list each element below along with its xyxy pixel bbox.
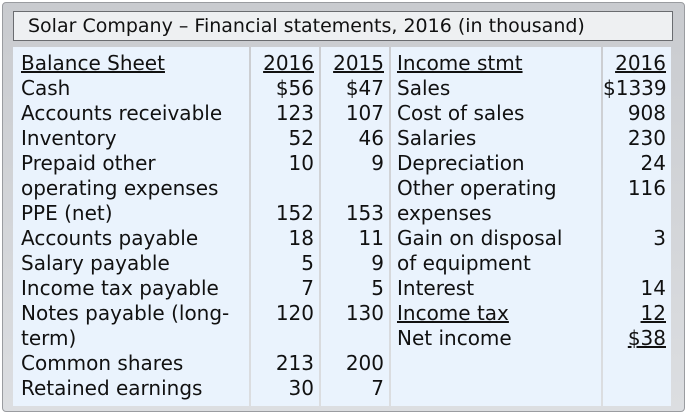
bs-2016-notes-payable: 120: [275, 301, 314, 325]
bs-label-salary-payable: Salary payable: [21, 251, 170, 275]
balance-sheet-labels-column: Balance Sheet Cash Accounts receivable I…: [13, 47, 249, 406]
bs-2016-cash: $56: [275, 76, 314, 100]
bs-2016-prepaid: 10: [288, 151, 314, 175]
bs-2015-ppe: 153: [345, 201, 384, 225]
bs-2015-common-shares: 200: [345, 351, 384, 375]
is-label-cost-of-sales: Cost of sales: [397, 101, 525, 125]
is-label-depreciation: Depreciation: [397, 151, 525, 175]
is-value-cost-of-sales: 908: [627, 101, 666, 125]
spacer: [321, 176, 384, 201]
bs-label-ppe: PPE (net): [21, 201, 113, 225]
bs-label-prepaid-2: operating expenses: [21, 176, 219, 200]
is-value-income-tax: 12: [640, 301, 666, 325]
bs-2016-income-tax-payable: 7: [301, 276, 314, 300]
bs-2015-income-tax-payable: 5: [371, 276, 384, 300]
is-2016-header: 2016: [615, 51, 666, 75]
bs-2016-accounts-receivable: 123: [275, 101, 314, 125]
bs-2016-header: 2016: [263, 51, 314, 75]
is-value-other-operating: 116: [627, 176, 666, 200]
bs-label-accounts-receivable: Accounts receivable: [21, 101, 223, 125]
is-label-other-operating-2: expenses: [397, 201, 492, 225]
is-value-net-income: $38: [627, 326, 666, 350]
bs-2015-accounts-receivable: 107: [345, 101, 384, 125]
balance-sheet-header: Balance Sheet: [21, 51, 165, 75]
income-statement-header: Income stmt: [397, 51, 523, 75]
panel-title: Solar Company – Financial statements, 20…: [13, 11, 673, 41]
spacer: [251, 176, 314, 201]
bs-label-prepaid-1: Prepaid other: [21, 151, 156, 175]
is-value-sales: $1339: [603, 76, 667, 100]
statement-panel: Solar Company – Financial statements, 20…: [2, 2, 685, 412]
spacer: [603, 201, 666, 226]
bs-2016-inventory: 52: [288, 126, 314, 150]
bs-label-income-tax-payable: Income tax payable: [21, 276, 219, 300]
is-value-depreciation: 24: [640, 151, 666, 175]
bs-2015-cash: $47: [345, 76, 384, 100]
bs-2015-notes-payable: 130: [345, 301, 384, 325]
is-label-other-operating-1: Other operating: [397, 176, 557, 200]
balance-sheet-2016-column: 2016 $56 123 52 10 152 18 5 7 120 213 30: [251, 47, 319, 406]
bs-label-retained-earnings: Retained earnings: [21, 376, 203, 400]
bs-2015-retained-earnings: 7: [371, 376, 384, 400]
is-label-gain-disposal-2: of equipment: [397, 251, 531, 275]
bs-2015-salary-payable: 9: [371, 251, 384, 275]
bs-label-notes-payable-2: term): [21, 326, 77, 350]
bs-label-cash: Cash: [21, 76, 71, 100]
spacer: [251, 326, 314, 351]
bs-2016-salary-payable: 5: [301, 251, 314, 275]
income-statement-labels-column: Income stmt Sales Cost of sales Salaries…: [391, 47, 601, 406]
bs-2015-header: 2015: [333, 51, 384, 75]
bs-2016-common-shares: 213: [275, 351, 314, 375]
balance-sheet-2015-column: 2015 $47 107 46 9 153 11 9 5 130 200 7: [321, 47, 389, 406]
is-label-gain-disposal-1: Gain on disposal: [397, 226, 563, 250]
bs-2016-ppe: 152: [275, 201, 314, 225]
bs-label-inventory: Inventory: [21, 126, 117, 150]
is-value-interest: 14: [640, 276, 666, 300]
bs-label-notes-payable-1: Notes payable (long-: [21, 301, 230, 325]
is-label-sales: Sales: [397, 76, 451, 100]
spacer: [321, 326, 384, 351]
is-label-salaries: Salaries: [397, 126, 477, 150]
is-value-salaries: 230: [627, 126, 666, 150]
bs-2015-accounts-payable: 11: [358, 226, 384, 250]
spacer: [603, 251, 666, 276]
is-value-gain-disposal: 3: [653, 226, 666, 250]
bs-2016-retained-earnings: 30: [288, 376, 314, 400]
is-label-income-tax: Income tax: [397, 301, 509, 325]
bs-2016-accounts-payable: 18: [288, 226, 314, 250]
bs-2015-prepaid: 9: [371, 151, 384, 175]
statement-grid: Balance Sheet Cash Accounts receivable I…: [13, 47, 673, 406]
income-statement-2016-column: 2016 $1339 908 230 24 116 3 14 12 $38: [603, 47, 671, 406]
bs-2015-inventory: 46: [358, 126, 384, 150]
bs-label-common-shares: Common shares: [21, 351, 184, 375]
bs-label-accounts-payable: Accounts payable: [21, 226, 199, 250]
is-label-interest: Interest: [397, 276, 475, 300]
is-label-net-income: Net income: [397, 326, 512, 350]
